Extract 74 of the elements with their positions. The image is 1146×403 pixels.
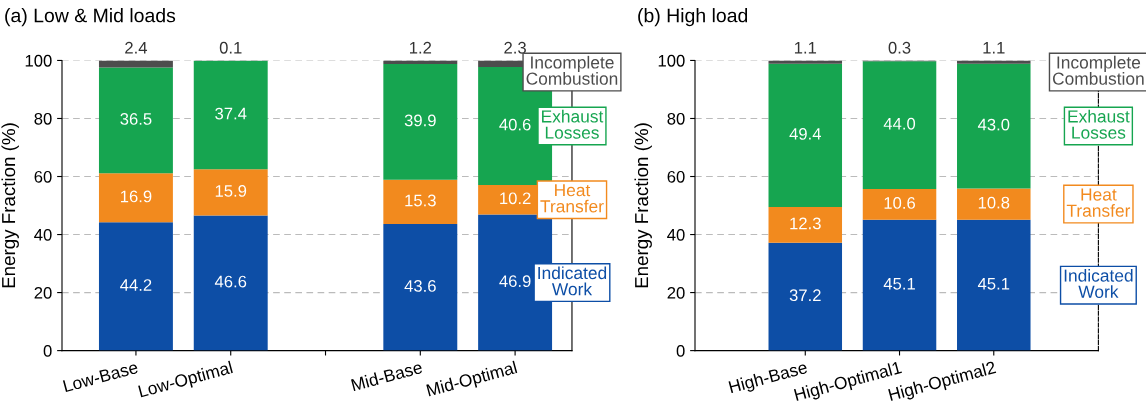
data-label: 45.1 <box>883 278 915 290</box>
y-tick-label: 20 <box>34 286 52 299</box>
data-label: 0.3 <box>888 41 911 54</box>
data-label: 1.1 <box>983 42 1005 54</box>
data-label: 0.1 <box>219 41 242 54</box>
y-tick-label: 40 <box>667 228 685 241</box>
series-label: Indicated Work <box>1064 269 1133 298</box>
bar <box>862 219 937 351</box>
data-label: 46.6 <box>214 275 247 288</box>
y-tick-label: 80 <box>667 112 685 125</box>
bar <box>768 63 843 207</box>
data-label: 36.5 <box>120 113 152 125</box>
data-label: 10.6 <box>884 197 916 209</box>
data-label: 43.0 <box>977 118 1010 131</box>
series-label: Incomplete Combustion <box>1052 55 1144 85</box>
series-label: Indicated Work <box>538 266 607 296</box>
data-label: 12.3 <box>790 217 821 230</box>
bar <box>957 60 1031 64</box>
bar <box>957 188 1031 220</box>
data-label: 1.1 <box>794 42 817 54</box>
data-label: 49.4 <box>789 127 822 140</box>
y-tick-label: 100 <box>25 54 52 67</box>
data-label: 16.9 <box>120 190 152 203</box>
data-label: 46.9 <box>499 275 531 288</box>
text: Exhaust Losses <box>1068 109 1130 139</box>
series-label: Incomplete Combustion <box>526 55 618 85</box>
y-tick-label: 0 <box>676 345 685 357</box>
series-label: Heat Transfer <box>540 184 604 213</box>
bar <box>98 222 173 351</box>
y-tick-label: 20 <box>667 286 685 299</box>
y-tick-label: 0 <box>43 345 52 357</box>
bar <box>383 224 458 351</box>
y-tick-label: 80 <box>34 112 52 125</box>
data-label: 44.2 <box>120 279 152 291</box>
data-label: 2.4 <box>125 41 148 54</box>
series-label: Exhaust Losses <box>542 109 604 139</box>
bar <box>957 63 1031 189</box>
y-tick-label: 60 <box>667 170 685 183</box>
bar <box>98 173 173 223</box>
bar <box>383 179 458 225</box>
y-tick-label: 40 <box>34 228 52 241</box>
data-label: 15.9 <box>215 185 247 197</box>
chart-title: (b) High load <box>638 8 748 27</box>
bar <box>862 188 937 220</box>
data-label: 40.6 <box>499 118 531 131</box>
bar <box>862 61 937 189</box>
bar <box>98 67 173 174</box>
data-label: 37.2 <box>789 289 821 302</box>
y-tick-label: 100 <box>658 54 685 67</box>
data-label: 37.4 <box>215 107 247 120</box>
data-label: 2.3 <box>504 41 526 54</box>
x-tick-label: Mid-Base <box>350 360 423 392</box>
y-axis-title: Energy Fraction (%) <box>1 123 19 288</box>
data-label: 39.9 <box>404 114 436 127</box>
data-label: 10.2 <box>500 192 531 205</box>
chart-title: (a) Low & Mid loads <box>5 8 176 27</box>
data-label: 43.6 <box>404 280 436 292</box>
y-tick-label: 60 <box>34 170 52 183</box>
x-tick-label: Low-Base <box>62 361 139 393</box>
data-label: 10.8 <box>978 196 1010 209</box>
bar <box>957 219 1031 351</box>
data-label: 1.2 <box>409 41 432 54</box>
y-axis-title: Energy Fraction (%) <box>634 123 652 288</box>
bar <box>383 63 458 180</box>
text: Heat Transfer <box>1066 188 1131 217</box>
data-label: 45.1 <box>977 278 1010 290</box>
bar <box>193 215 268 351</box>
bar <box>768 206 843 243</box>
bar <box>193 60 268 170</box>
bar <box>768 60 843 64</box>
bar <box>193 169 268 216</box>
data-label: 44.0 <box>883 117 916 130</box>
bar <box>768 242 843 351</box>
data-label: 15.3 <box>405 194 436 207</box>
